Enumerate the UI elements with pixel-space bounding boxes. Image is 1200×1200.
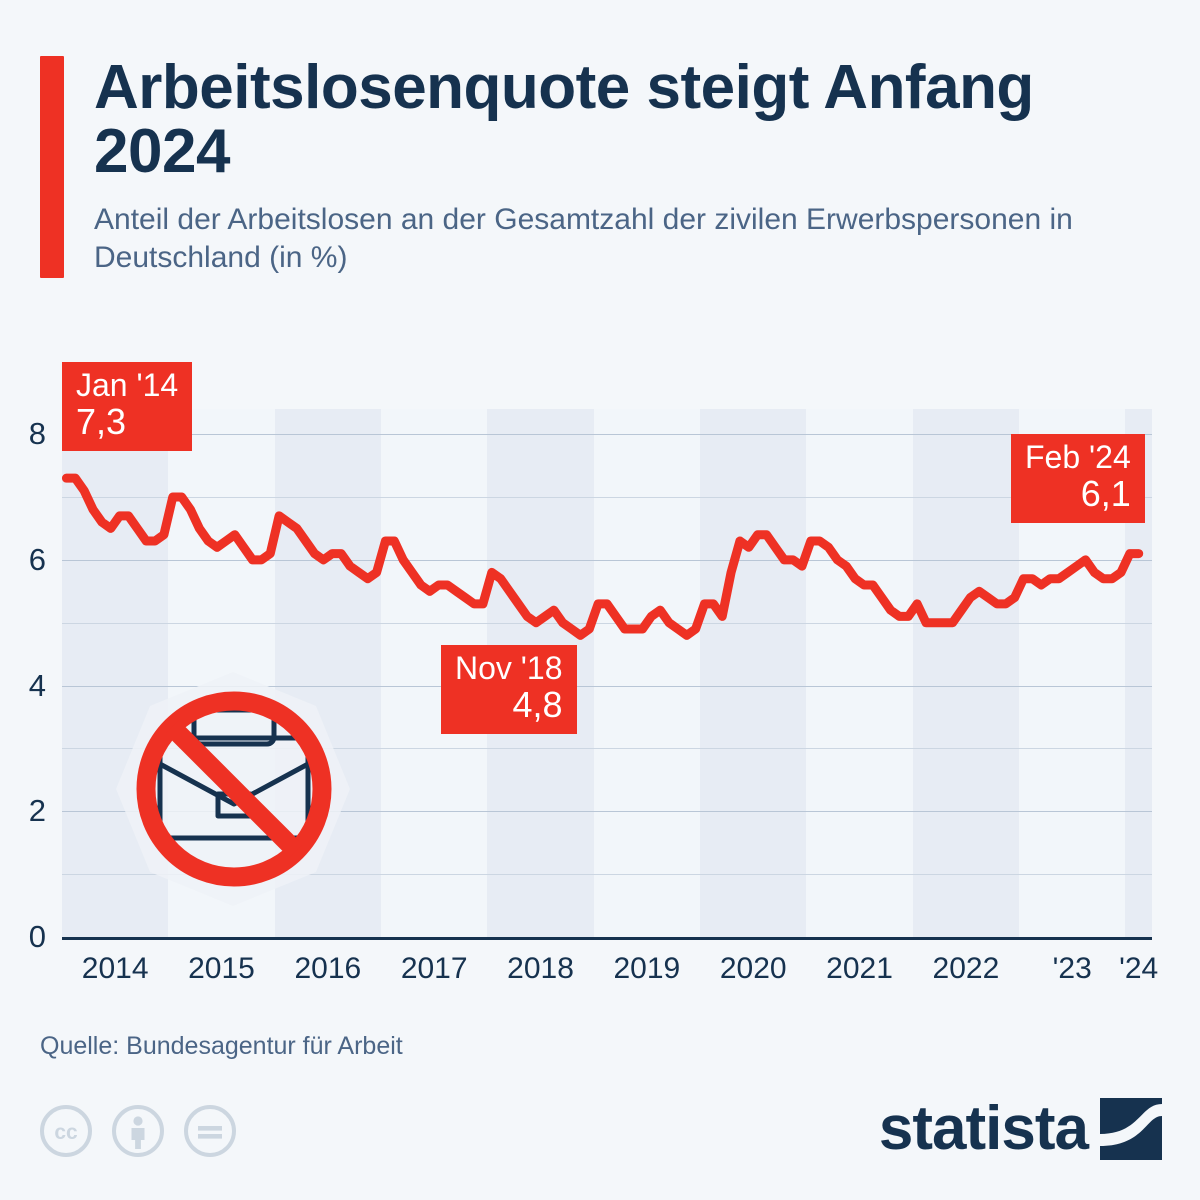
gridline-minor — [62, 874, 1152, 876]
y-axis-tick-label: 2 — [28, 793, 46, 829]
x-axis-tick-label: 2016 — [294, 952, 362, 985]
x-axis-tick-label: 2022 — [932, 952, 1000, 985]
prohibition-slash — [165, 720, 303, 858]
x-axis-labels: 2014 2015 2016 2017 2018 2019 2020 2021 2022 '23 '… — [62, 952, 1158, 1002]
callout-last-point: Feb '24 6,1 — [1011, 434, 1145, 524]
cc-by-attribution-icon — [112, 1105, 164, 1157]
line-chart-svg — [61, 473, 1144, 640]
x-axis-tick-label: '24 — [1119, 952, 1159, 985]
source-note: Quelle: Bundesagentur für Arbeit — [40, 1032, 403, 1060]
x-axis-tick-label: 2014 — [81, 952, 149, 985]
gridline-major — [62, 559, 1152, 561]
briefcase-flap — [158, 761, 310, 807]
callout-value: 4,8 — [512, 683, 563, 725]
prohibition-circle — [136, 691, 332, 887]
x-axis-tick-label: 2017 — [400, 952, 468, 985]
gridline-minor — [62, 497, 1152, 498]
x-axis-tick-label: '23 — [1052, 952, 1092, 985]
callout-first-point: Jan '14 7,3 — [62, 362, 193, 452]
x-axis-tick-label: 2019 — [613, 952, 681, 985]
y-axis-tick-label: 6 — [28, 541, 46, 577]
y-axis-tick-label: 8 — [28, 416, 46, 452]
x-axis-tick-label: 2020 — [719, 952, 787, 985]
header-text: Arbeitslosenquote steigt Anfang 2024 Ant… — [94, 53, 1160, 278]
series-line-arbeitslosenquote — [61, 473, 1144, 640]
statista-wordmark: statista — [878, 1094, 1089, 1163]
svg-text:cc: cc — [54, 1121, 78, 1144]
x-axis-tick-label: 2018 — [507, 952, 574, 985]
briefcase-body — [157, 735, 311, 841]
y-axis-tick-label: 0 — [28, 919, 46, 954]
cc-icon: cc — [40, 1105, 92, 1157]
y-axis-tick-label: 4 — [28, 667, 46, 703]
accent-bar — [40, 56, 64, 278]
x-axis-tick-label: 2015 — [188, 952, 255, 985]
page-title: Arbeitslosenquote steigt Anfang 2024 — [94, 53, 1034, 187]
statista-logo: statista — [879, 1098, 1162, 1160]
gridline-major — [62, 811, 1152, 813]
callout-value: 6,1 — [1080, 472, 1131, 514]
statista-mark-icon — [1100, 1098, 1162, 1160]
gridline-major — [62, 434, 1152, 436]
header: Arbeitslosenquote steigt Anfang 2024 Ant… — [40, 53, 1160, 278]
watermark-briefcase-prohibited — [98, 666, 368, 946]
callout-minimum-point: Nov '18 4,8 — [441, 645, 577, 735]
callout-date: Jan '14 — [76, 367, 179, 403]
gridline-minor — [62, 748, 1152, 750]
page-subtitle: Anteil der Arbeitslosen an der Gesamtzah… — [94, 202, 1073, 275]
x-axis-line — [62, 937, 1152, 940]
license-icons: cc — [38, 1103, 238, 1159]
callout-date: Nov '18 — [455, 650, 563, 686]
gridline-minor — [62, 622, 1152, 624]
callout-value: 7,3 — [76, 400, 127, 442]
y-axis-labels: 0 2 4 6 8 — [0, 398, 1200, 998]
callout-date: Feb '24 — [1025, 439, 1131, 475]
gridline-major — [62, 685, 1152, 687]
x-axis-tick-label: 2021 — [826, 952, 893, 985]
cc-nd-noderivatives-icon — [184, 1105, 236, 1157]
